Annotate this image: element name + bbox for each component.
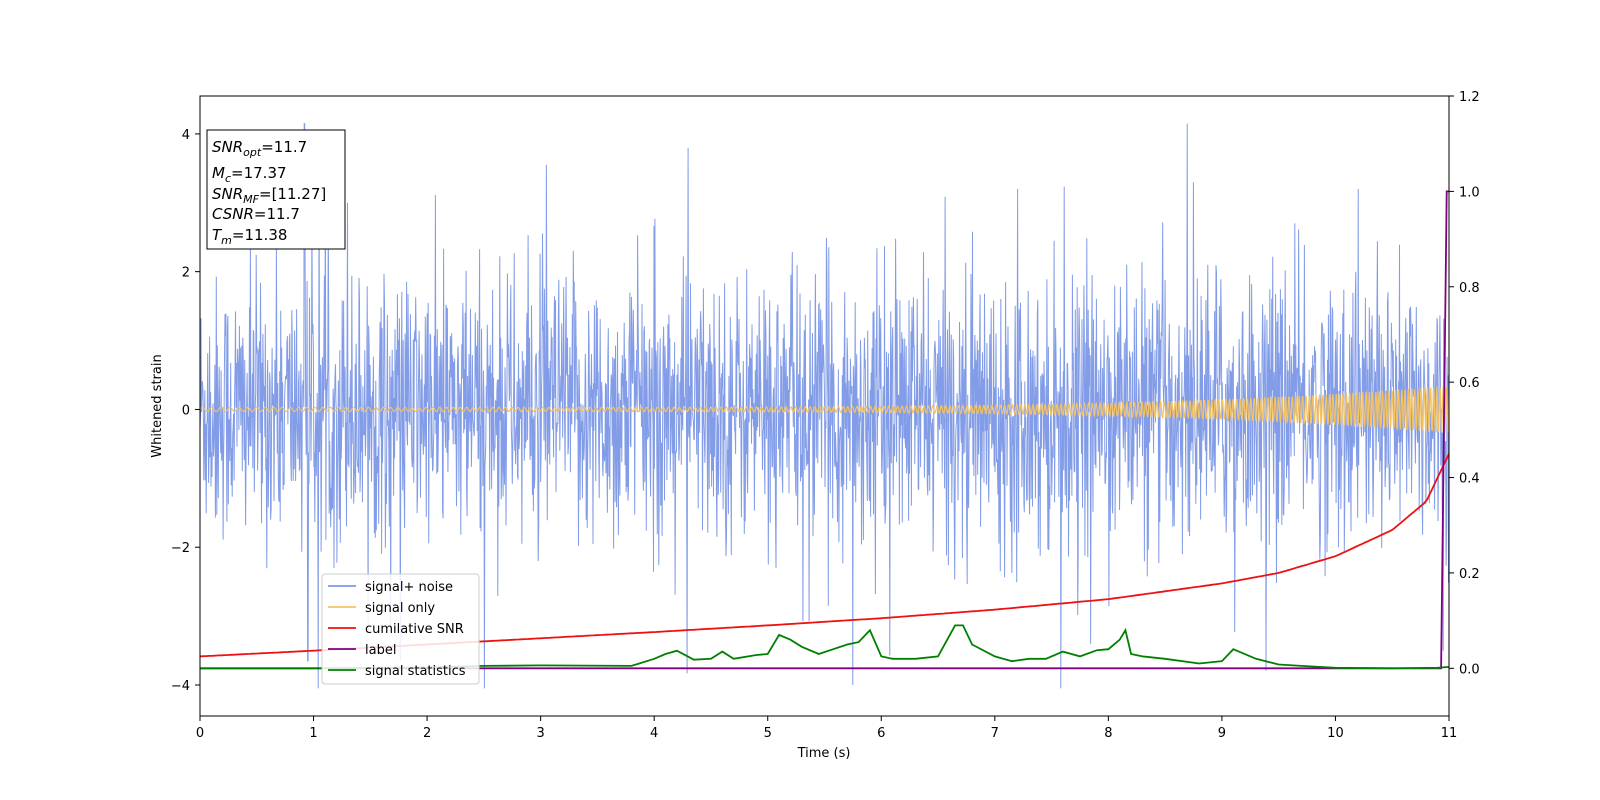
y-axis-right: 0.0 0.2 0.4 0.6 0.8 1.0 1.2 (1449, 90, 1480, 677)
plot-frame (199, 95, 1450, 717)
x-tick-label: 9 (1218, 726, 1226, 741)
x-tick-label: 0 (196, 726, 204, 741)
series-label (200, 190, 1449, 670)
legend-entry: cumilative SNR (365, 622, 464, 637)
y2-tick-label: 1.0 (1459, 185, 1480, 200)
y2-tick-label: 0.0 (1459, 662, 1480, 677)
x-axis-label: Time (s) (797, 746, 851, 761)
x-tick-label: 10 (1327, 726, 1344, 741)
x-tick-label: 8 (1104, 726, 1112, 741)
x-tick-label: 5 (764, 726, 772, 741)
annotation-line: Tm=11.38 (212, 226, 287, 247)
y2-tick-label: 0.2 (1459, 567, 1480, 582)
y2-tick-label: 0.4 (1459, 472, 1480, 487)
y-tick-label: 2 (182, 266, 190, 281)
y-tick-label: 0 (182, 403, 190, 418)
y2-tick-label: 0.8 (1459, 281, 1480, 296)
series-signal-statistics (200, 624, 1449, 670)
y2-tick-label: 0.6 (1459, 376, 1480, 391)
x-tick-label: 11 (1441, 726, 1458, 741)
series-layer (200, 123, 1449, 689)
series-signal-only (200, 385, 1449, 433)
y2-tick-label: 1.2 (1459, 90, 1480, 105)
annotation-line: CSNR=11.7 (212, 205, 300, 223)
x-axis: 0 1 2 3 4 5 6 7 8 9 10 11 (196, 716, 1457, 741)
annotation-box: SNRopt=11.7 Mc=17.37SNRMF=[11.27]CSNR=11.… (206, 129, 346, 250)
x-tick-label: 6 (877, 726, 885, 741)
x-tick-label: 4 (650, 726, 658, 741)
y-axis-left: −4 −2 0 2 4 (171, 128, 200, 694)
legend-frame (321, 573, 480, 685)
x-tick-label: 2 (423, 726, 431, 741)
legend-entry: signal only (365, 601, 435, 616)
legend-entry: signal statistics (365, 664, 466, 679)
x-tick-label: 3 (536, 726, 544, 741)
legend-entry: signal+ noise (365, 580, 453, 595)
y-tick-label: −2 (171, 541, 190, 556)
x-tick-label: 1 (309, 726, 317, 741)
annotation-line: Mc=17.37 (212, 164, 287, 185)
legend-entry: label (365, 643, 396, 658)
y-axis-label: Whitened strain (150, 354, 165, 457)
x-tick-label: 7 (991, 726, 999, 741)
annotation-line: SNRopt=11.7 (212, 138, 307, 159)
y-tick-label: 4 (182, 128, 190, 143)
series-signal-noise (200, 123, 1449, 689)
legend: signal+ noise signal only cumilative SNR la… (321, 573, 480, 685)
y-tick-label: −4 (171, 679, 190, 694)
annotation-line: SNRMF=[11.27] (212, 185, 326, 206)
annotation-frame (206, 129, 346, 250)
